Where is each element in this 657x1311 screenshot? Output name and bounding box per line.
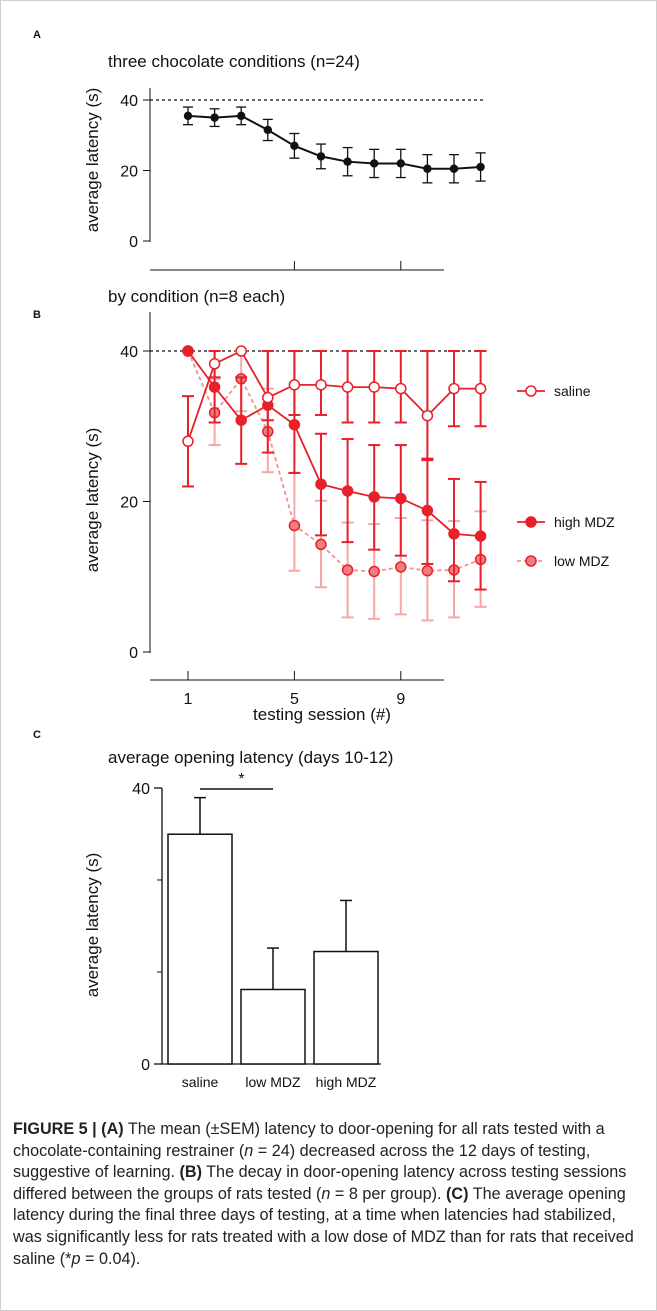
panel-b-y-tick-label: 20 — [120, 495, 138, 512]
caption-part-c2: = 0.04). — [80, 1249, 141, 1268]
panel-c-y-tick-label: 0 — [141, 1057, 150, 1074]
panel-b-data-point-high-mdz — [341, 485, 354, 497]
panel-b-x-tick-label: 5 — [290, 691, 299, 708]
panel-a-data-point — [396, 159, 405, 168]
panel-b-y-axis-label: average latency (s) — [83, 428, 102, 573]
caption-label-b: (B) — [179, 1163, 202, 1182]
panel-a-data-point — [316, 152, 326, 161]
panel-b-title: by condition (n=8 each) — [108, 287, 285, 306]
panel-c-y-tick-label: 40 — [132, 781, 150, 798]
panel-c-bar — [240, 988, 306, 1065]
panel-c-x-tick-label: low MDZ — [245, 1074, 301, 1090]
panel-b-legend-marker-saline — [525, 385, 537, 397]
panel-a-data-point — [476, 162, 485, 172]
panel-b-data-point-saline — [341, 381, 354, 393]
panel-c-plot: 0 40 saline low MDZ high MDZ * — [132, 771, 381, 1090]
panel-a-series-line — [187, 114, 481, 170]
panel-a-data-point — [343, 157, 352, 166]
figure-caption: FIGURE 5 | (A) The mean (±SEM) latency t… — [13, 1119, 643, 1270]
panel-a-data-point — [210, 113, 219, 122]
panel-b-data-point-saline — [235, 345, 247, 357]
panel-c-x-tick-label: high MDZ — [316, 1074, 377, 1090]
panel-b-data-point-low-mdz — [341, 564, 354, 576]
panel-c-y-axis-label: average latency (s) — [83, 853, 102, 998]
panel-b-data-point-high-mdz — [395, 492, 407, 505]
panel-b-data-point-saline — [421, 409, 434, 422]
panel-b-y-tick-label: 0 — [129, 645, 138, 662]
caption-n-b: n — [321, 1184, 331, 1203]
caption-part-b: The decay in door-opening latency across… — [13, 1163, 627, 1203]
panel-letter-b: B — [33, 309, 41, 321]
caption-part-b2: = 8 per group). — [330, 1184, 447, 1203]
panel-a-y-tick-label: 40 — [120, 93, 138, 110]
panel-a-y-axis-label: average latency (s) — [83, 88, 102, 233]
panel-a-data-point — [290, 141, 299, 151]
caption-part-a: The mean (±SEM) latency to door-opening … — [13, 1120, 605, 1160]
panel-b-data-point-high-mdz — [368, 491, 380, 503]
panel-a-data-point — [263, 125, 272, 135]
panel-b-data-point-low-mdz — [288, 519, 301, 532]
panel-b-data-point-saline — [395, 382, 407, 395]
panel-c-bar — [313, 950, 379, 1065]
panel-b-data-point-high-mdz — [421, 504, 434, 517]
panel-b-data-point-saline — [448, 382, 460, 395]
panel-b-data-point-high-mdz — [288, 418, 301, 431]
panel-b-series-line-low-mdz — [187, 350, 481, 573]
figure-svg: A three chocolate conditions (n=24) aver… — [33, 29, 615, 1090]
panel-letter-a: A — [33, 29, 41, 41]
panel-b-x-axis-label: testing session (#) — [253, 705, 391, 724]
panel-a-title: three chocolate conditions (n=24) — [108, 52, 360, 71]
panel-b-data-point-high-mdz — [235, 414, 247, 426]
panel-a-data-point — [237, 111, 246, 121]
panel-b-data-point-high-mdz — [448, 528, 460, 540]
panel-b-x-tick-label: 1 — [184, 691, 193, 708]
panel-b-data-point-saline — [262, 391, 274, 404]
panel-c-significance-star: * — [238, 771, 244, 788]
panel-b-data-point-high-mdz — [208, 381, 221, 393]
caption-n-a: n — [244, 1141, 254, 1160]
panel-b-data-point-saline — [182, 435, 194, 448]
panel-b-data-point-saline — [208, 358, 221, 370]
panel-b-data-point-low-mdz — [368, 565, 380, 578]
panel-b-data-point-saline — [315, 379, 327, 391]
panel-b-data-point-saline — [368, 381, 380, 393]
panel-b-data-point-low-mdz — [395, 561, 407, 573]
panel-b-series-line-high-mdz — [187, 350, 481, 538]
panel-c-x-tick-label: saline — [182, 1074, 219, 1090]
panel-b-data-point-saline — [288, 379, 301, 391]
panel-b-legend-label-high-mdz: high MDZ — [554, 514, 615, 530]
panel-b-data-point-high-mdz — [315, 478, 327, 490]
panel-b-series-line-saline — [187, 349, 481, 442]
panel-c-bar — [167, 833, 233, 1065]
panel-letter-c: C — [33, 729, 41, 741]
caption-label-c: (C) — [446, 1184, 469, 1203]
panel-b-data-point-low-mdz — [315, 538, 327, 551]
panel-a-data-point — [183, 111, 193, 121]
panel-c-title: average opening latency (days 10-12) — [108, 748, 393, 767]
caption-part-a2: = 24) decreased across the 12 days of te… — [13, 1141, 591, 1182]
panel-a-plot: 0 20 40 — [120, 88, 486, 271]
panel-a-data-point — [370, 159, 379, 168]
caption-p: p — [71, 1249, 81, 1268]
panel-b-legend-marker-high-mdz — [525, 516, 537, 528]
panel-b-plot: 0 20 40 1 5 9 saline high MDZ low MDZ — [120, 312, 615, 708]
panel-a-y-tick-label: 20 — [120, 164, 138, 181]
panel-b-data-point-high-mdz — [182, 345, 194, 357]
panel-a-data-point — [423, 164, 432, 173]
panel-b-x-tick-label: 9 — [396, 691, 405, 708]
panel-b-legend-label-saline: saline — [554, 383, 591, 399]
panel-b-legend-marker-low-mdz — [525, 555, 537, 567]
panel-a-y-tick-label: 0 — [129, 234, 138, 251]
panel-a-data-point — [449, 164, 459, 173]
caption-part-c: The average opening latency during the f… — [13, 1184, 634, 1268]
panel-b-legend-label-low-mdz: low MDZ — [554, 553, 610, 569]
panel-b-data-point-high-mdz — [474, 530, 487, 542]
panel-b-data-point-saline — [474, 382, 487, 395]
panel-b-y-tick-label: 40 — [120, 344, 138, 361]
caption-label: FIGURE 5 | (A) — [13, 1120, 124, 1138]
panel-b-data-point-low-mdz — [421, 564, 434, 577]
